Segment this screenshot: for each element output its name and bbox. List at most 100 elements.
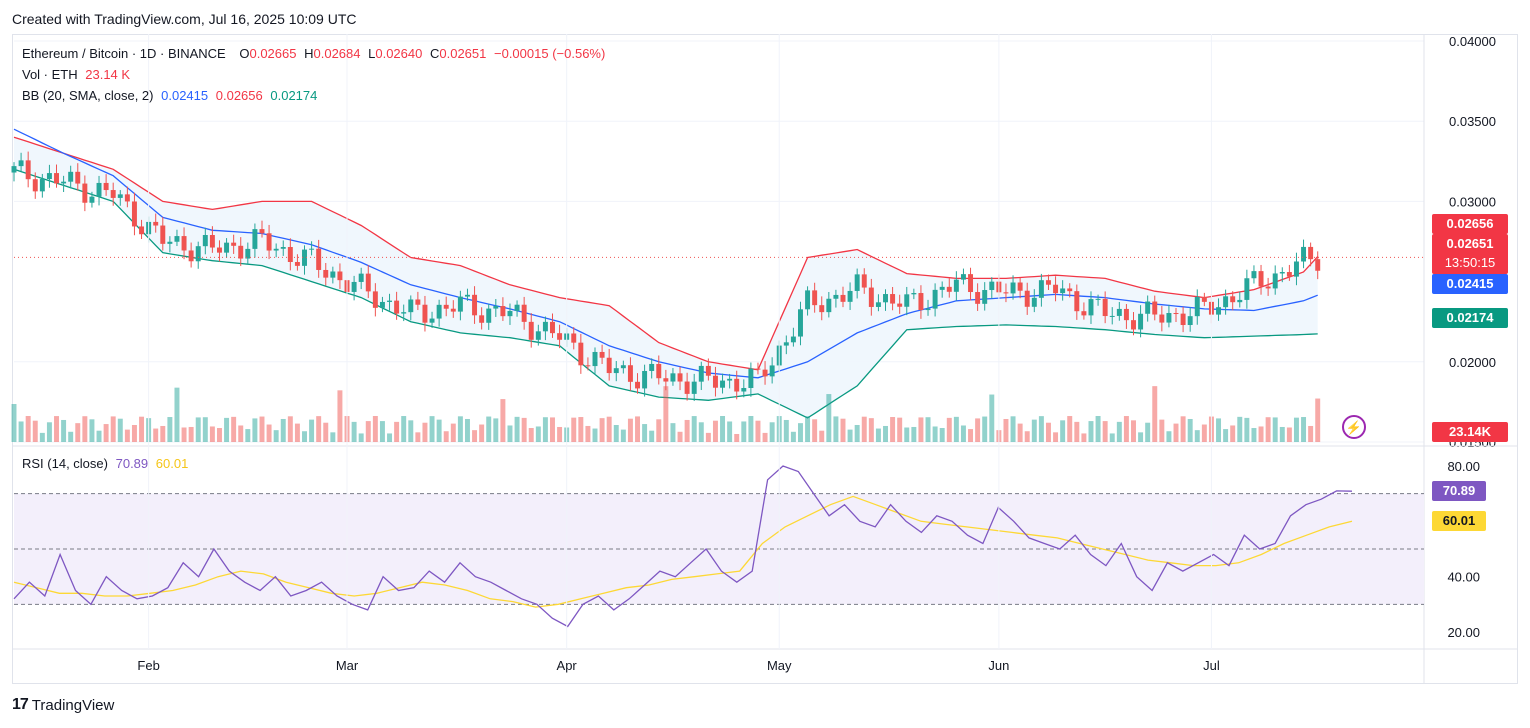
candle-body [68, 171, 74, 182]
chart-panel[interactable] [12, 34, 1518, 684]
volume-bar [982, 416, 988, 442]
candle-body [642, 370, 648, 389]
candle-body [861, 274, 867, 288]
candle-body [245, 248, 251, 259]
bb-upper-line [13, 136, 1319, 371]
candle-body [691, 381, 697, 394]
volume-bar [755, 420, 761, 442]
candle-body [139, 226, 145, 235]
footer-brand[interactable]: 17 TradingView [12, 696, 114, 714]
volume-bar [911, 426, 917, 442]
volume-bar [1060, 420, 1066, 442]
candle-body [620, 365, 626, 369]
volume-bar [960, 425, 966, 442]
volume-bar [1081, 433, 1087, 442]
candle-body [897, 303, 903, 307]
volume-bar [394, 421, 400, 442]
time-axis-label: Feb [137, 658, 159, 673]
ohlc-l-label: L [368, 46, 376, 61]
volume-bar [925, 417, 931, 442]
price-axis-label: 0.04000 [1449, 34, 1496, 49]
candle-body [302, 249, 307, 266]
symbol-name[interactable]: Ethereum / Bitcoin · 1D · BINANCE [22, 46, 226, 61]
volume-bar [578, 417, 584, 442]
volume-bar [1279, 426, 1285, 442]
candle-body [1109, 315, 1115, 317]
volume-bar [1301, 417, 1307, 442]
ohlc-change: −0.00015 (−0.56%) [494, 46, 606, 61]
volume-bar [1251, 428, 1257, 442]
bb-lower-value: 0.02174 [270, 88, 318, 103]
candle-body [266, 233, 272, 251]
volume-legend[interactable]: Vol · ETH 23.14 K [22, 67, 134, 82]
volume-bar [620, 429, 626, 442]
candle-body [989, 281, 995, 291]
volume-bar [762, 432, 768, 442]
bb-legend[interactable]: BB (20, SMA, close, 2) 0.02415 0.02656 0… [22, 88, 321, 103]
candle-body [656, 363, 662, 379]
volume-bar [422, 422, 428, 442]
candle-body [1067, 288, 1073, 292]
candle-body [25, 160, 31, 180]
volume-bar [302, 431, 307, 442]
candle-body [472, 294, 478, 316]
volume-bar [890, 417, 896, 442]
volume-bar [117, 418, 123, 442]
volume-bar [280, 418, 286, 442]
candle-body [698, 365, 704, 382]
volume-bar [294, 423, 300, 442]
rsi-legend[interactable]: RSI (14, close) 70.89 60.01 [22, 456, 192, 471]
volume-bar [571, 417, 577, 442]
candle-body [769, 365, 775, 377]
volume-bar [627, 418, 633, 442]
volume-bar [521, 417, 527, 442]
volume-bar [450, 423, 456, 442]
volume-bar [691, 416, 697, 442]
flash-icon-glyph: ⚡ [1346, 420, 1362, 436]
rsi-value: 70.89 [115, 456, 149, 471]
candle-body [1038, 280, 1044, 298]
volume-bar [1010, 416, 1016, 442]
volume-bar [868, 418, 874, 442]
tradingview-brand: TradingView [31, 696, 115, 714]
ohlc-o-label: O [239, 46, 250, 61]
candle-body [1251, 271, 1257, 279]
candle-body [1116, 308, 1122, 316]
candle-body [224, 242, 230, 253]
volume-bar [592, 428, 598, 442]
candle-body [1060, 288, 1066, 294]
volume-bar [167, 417, 173, 442]
candle-body [39, 179, 45, 192]
volume-bar [1265, 417, 1271, 442]
candle-body [868, 287, 874, 307]
candle-body [337, 271, 343, 281]
volume-bar [833, 416, 839, 442]
volume-bar [464, 418, 470, 442]
candle-body [167, 241, 173, 244]
candle-body [1308, 246, 1314, 260]
candle-body [351, 281, 357, 292]
candle-body [486, 308, 492, 323]
candle-body [847, 290, 853, 302]
time-axis-label: May [767, 658, 792, 673]
volume-bar [1272, 417, 1278, 442]
candle-body [571, 333, 577, 343]
candle-body [202, 235, 208, 247]
ohlc-h-label: H [304, 46, 314, 61]
candle-body [1293, 261, 1299, 277]
volume-bar [82, 416, 88, 442]
upper-band-tag: 0.02656 [1432, 214, 1508, 234]
volume-bar [1088, 421, 1094, 442]
volume-bar [585, 425, 591, 442]
candle-body [854, 274, 860, 291]
candle-body [422, 304, 428, 323]
volume-bar [1123, 416, 1129, 442]
candle-body [904, 294, 910, 307]
candle-body [1223, 296, 1229, 308]
volume-bar [805, 416, 811, 442]
candle-body [535, 331, 541, 340]
candle-body [54, 173, 59, 184]
tradingview-logo-icon: 17 [12, 696, 29, 713]
candle-body [110, 190, 116, 198]
